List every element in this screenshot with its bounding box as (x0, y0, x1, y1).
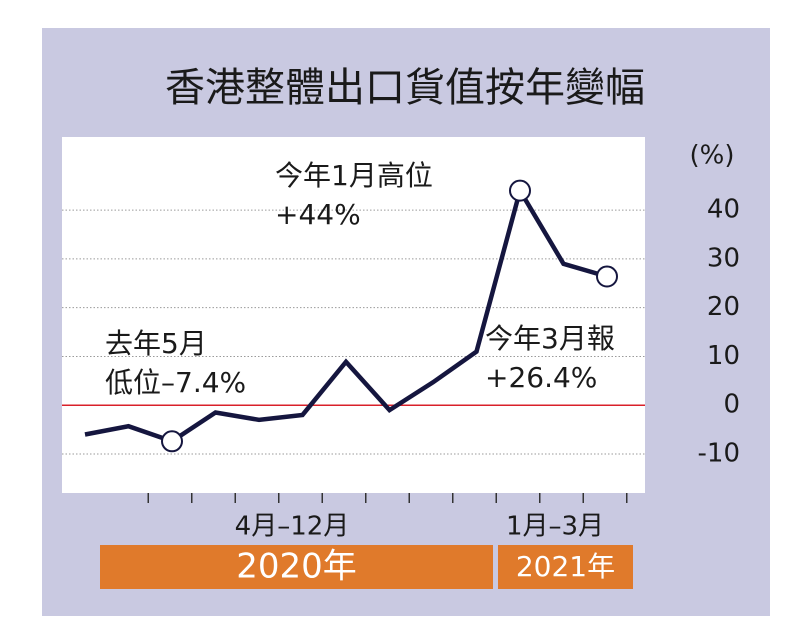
highlight-point (509, 179, 531, 202)
year-label: 2021年 (516, 550, 615, 583)
annotation: 去年5月 (105, 327, 207, 360)
year-band (498, 545, 633, 589)
chart-title: 香港整體出口貨值按年變幅 (165, 65, 645, 111)
annotation: +26.4% (485, 361, 597, 394)
x-group-label: 4月–12月 (235, 512, 350, 542)
y-tick-label: 10 (707, 341, 740, 371)
y-tick-label: 0 (723, 390, 740, 420)
x-group-label: 1月–3月 (506, 512, 604, 542)
y-tick-label: 20 (707, 292, 740, 322)
year-band (100, 545, 493, 589)
highlight-point (161, 430, 183, 453)
y-tick-label: -10 (698, 438, 740, 468)
year-label: 2020年 (236, 547, 357, 587)
highlight-point (596, 265, 618, 288)
annotation: 低位–7.4% (105, 366, 246, 399)
annotation: +44% (275, 198, 361, 231)
plot-area (62, 137, 645, 493)
annotation: 今年1月高位 (275, 159, 433, 192)
annotation: 今年3月報 (485, 322, 615, 355)
y-tick-label: 30 (707, 243, 740, 273)
y-tick-label: 40 (707, 195, 740, 225)
y-unit: (%) (690, 141, 735, 171)
